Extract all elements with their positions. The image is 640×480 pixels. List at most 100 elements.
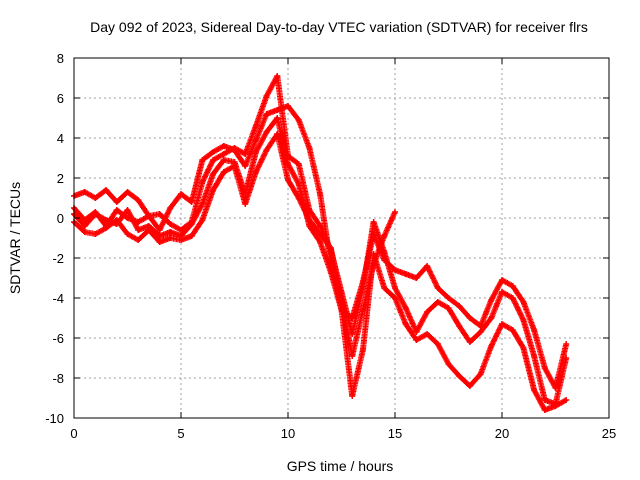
y-tick-label: -10 [45,411,64,426]
x-tick-label: 10 [281,426,295,441]
y-axis: -10 -8 -6 -4 -2 0 2 4 6 8 [45,51,609,426]
x-tick-label: 15 [388,426,402,441]
data-point [563,341,570,347]
data-point [424,263,431,269]
data-point [145,213,152,219]
chart-title: Day 092 of 2023, Sidereal Day-to-day VTE… [90,19,588,35]
data-point [499,289,505,295]
data-point [81,189,88,195]
data-point [466,383,473,389]
data-point [242,163,249,169]
data-point [509,283,516,289]
data-point [167,205,174,211]
data-point [252,169,259,175]
data-point [167,229,174,235]
y-tick-label: 4 [57,131,64,146]
data-point [477,329,484,335]
data-point [242,201,249,207]
data-point [274,115,281,121]
data-point [145,227,152,233]
data-point [188,199,195,205]
data-point [167,235,174,241]
data-point [541,397,548,403]
data-point [124,189,131,195]
y-tick-label: 2 [57,171,64,186]
data-point [434,299,441,305]
data-point [113,217,120,223]
data-point [499,321,505,327]
data-point [349,393,356,399]
data-point [424,331,431,337]
data-point [295,181,302,187]
data-point [477,371,484,377]
data-point [199,157,206,163]
y-tick-label: -4 [52,291,64,306]
data-point [413,275,420,281]
data-point [295,195,302,201]
data-point [92,195,99,201]
data-point [424,309,431,315]
y-tick-label: -8 [52,371,64,386]
data-point [252,137,259,143]
data-point [531,387,538,393]
data-point [338,297,345,303]
data-point [113,199,120,205]
data-point [456,323,463,329]
data-point [434,341,441,347]
data-point [552,385,559,391]
data-point [199,201,206,207]
y-tick-label: -2 [52,251,64,266]
data-point [445,305,452,311]
data-point [285,177,291,183]
data-point [381,233,388,239]
data-point [135,227,142,233]
data-point [178,191,184,197]
data-point [92,211,99,217]
data-point [103,225,110,231]
data-point [317,231,324,237]
data-point [178,237,184,243]
data-point [199,217,206,223]
data-point [381,285,388,291]
x-axis: 0 5 10 15 20 25 [70,58,616,441]
data-point [252,149,259,155]
data-point [541,407,548,413]
data-point [392,295,398,301]
data-point [359,347,366,353]
y-tick-label: 8 [57,51,64,66]
data-point [167,221,174,227]
data-point [509,327,516,333]
data-point [499,277,505,283]
data-point [466,315,473,321]
data-point [359,307,366,313]
data-point [124,231,131,237]
y-tick-label: 6 [57,91,64,106]
data-point [263,111,270,117]
data-point [531,327,538,333]
data-point [81,229,88,235]
data-point [210,171,217,177]
data-point [274,73,281,79]
data-point [210,149,217,155]
data-point [156,239,163,245]
data-point [402,271,409,277]
data-point [263,129,270,135]
series-day-4 [71,131,398,359]
data-point [210,157,217,163]
data-point [306,145,313,151]
data-point [327,245,334,251]
y-axis-label: SDTVAR / TECUs [7,182,23,294]
data-point [552,403,559,409]
data-point [81,223,88,229]
data-point [285,161,291,167]
data-point [456,303,463,309]
data-point [434,285,441,291]
data-point [349,353,356,359]
data-point [295,161,302,167]
data-point [520,345,527,351]
data-point [370,219,377,225]
data-point [124,207,131,213]
data-point [509,295,516,301]
data-point [392,209,398,215]
